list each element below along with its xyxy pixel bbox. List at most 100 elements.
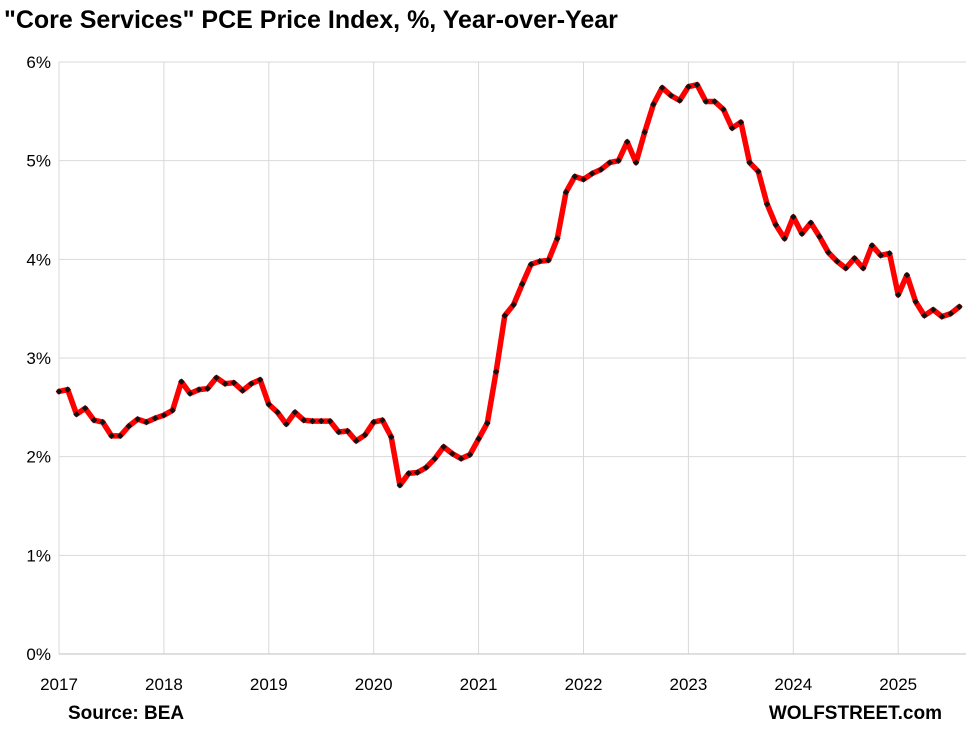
series-line: [56, 81, 963, 489]
y-tick-label: 0%: [26, 645, 51, 664]
data-point: [449, 450, 456, 457]
x-tick-label: 2024: [774, 675, 812, 694]
grid: [58, 61, 966, 655]
data-point: [571, 173, 579, 180]
data-point: [387, 433, 395, 441]
data-point: [475, 435, 482, 443]
data-point: [772, 221, 780, 229]
data-point: [588, 170, 596, 177]
data-point: [597, 166, 605, 173]
data-point: [344, 427, 351, 435]
chart-title: "Core Services" PCE Price Index, %, Year…: [4, 6, 618, 34]
source-label: Source: BEA: [68, 703, 185, 724]
data-point: [894, 291, 902, 299]
data-point: [370, 418, 377, 426]
data-point: [213, 374, 220, 381]
data-point: [204, 385, 211, 392]
data-point: [431, 455, 439, 462]
data-point: [868, 242, 876, 249]
brand-label: WOLFSTREET.com: [768, 703, 942, 724]
data-point: [816, 233, 823, 240]
data-point: [728, 124, 736, 132]
data-point: [169, 407, 176, 414]
data-point: [300, 416, 308, 424]
data-point: [440, 443, 447, 451]
data-point: [143, 418, 150, 426]
data-point: [790, 213, 797, 221]
data-point: [361, 431, 369, 439]
data-point: [317, 417, 325, 425]
data-point: [510, 301, 517, 308]
data-point: [64, 386, 71, 393]
data-point: [125, 422, 133, 430]
data-point: [134, 415, 141, 423]
data-point: [457, 455, 465, 462]
data-point: [807, 219, 815, 227]
data-point: [877, 252, 884, 259]
y-tick-label: 3%: [26, 349, 51, 368]
data-point: [501, 312, 509, 319]
data-point: [825, 249, 832, 256]
data-point: [929, 306, 937, 313]
data-point: [623, 138, 631, 146]
data-point: [274, 409, 281, 416]
data-point: [746, 159, 753, 166]
data-point: [265, 401, 273, 408]
data-point: [947, 310, 954, 317]
data-point: [912, 298, 919, 306]
data-point: [484, 419, 491, 427]
data-point: [230, 379, 238, 386]
x-tick-label: 2022: [565, 675, 603, 694]
data-point: [641, 128, 648, 136]
data-point: [527, 261, 535, 268]
data-point: [178, 378, 185, 385]
data-point: [606, 159, 613, 166]
y-tick-label: 4%: [26, 250, 51, 269]
data-point: [326, 417, 334, 425]
data-point: [422, 464, 430, 471]
data-point: [886, 250, 893, 257]
data-point: [842, 264, 850, 272]
data-point: [658, 84, 666, 91]
data-point: [562, 188, 570, 196]
x-tick-label: 2020: [355, 675, 393, 694]
x-tick-label: 2025: [879, 675, 917, 694]
y-tick-label: 5%: [26, 152, 51, 171]
data-point: [615, 157, 622, 164]
x-tick-label: 2023: [669, 675, 707, 694]
data-point: [151, 414, 159, 422]
data-point: [405, 470, 412, 477]
data-point: [160, 411, 168, 419]
data-point: [833, 258, 841, 265]
data-point: [781, 235, 788, 242]
x-tick-label: 2017: [40, 675, 78, 694]
data-point: [283, 420, 290, 428]
data-point: [755, 168, 762, 175]
data-point: [291, 409, 299, 416]
data-point: [309, 417, 316, 425]
data-point: [221, 380, 229, 387]
data-point: [108, 432, 115, 440]
x-tick-label: 2019: [250, 675, 288, 694]
data-point: [798, 230, 806, 237]
data-point: [335, 428, 342, 436]
data-point: [195, 386, 203, 393]
tick-labels: 0% 1% 2% 3% 4% 5% 6% 2017 2018 2019 2020 2021 2022 20…: [26, 53, 917, 694]
x-tick-label: 2018: [145, 675, 183, 694]
data-point: [859, 264, 867, 272]
y-tick-label: 6%: [26, 53, 51, 72]
data-point: [693, 81, 701, 88]
data-point: [186, 390, 194, 397]
y-tick-label: 1%: [26, 546, 51, 565]
data-point: [492, 368, 500, 376]
data-point: [379, 416, 386, 424]
data-point: [414, 469, 421, 476]
x-tick-label: 2021: [460, 675, 498, 694]
data-point: [536, 258, 544, 265]
data-point: [580, 176, 587, 183]
data-point: [519, 280, 526, 288]
data-point: [763, 200, 771, 208]
data-point: [352, 437, 360, 445]
data-point: [256, 376, 264, 383]
